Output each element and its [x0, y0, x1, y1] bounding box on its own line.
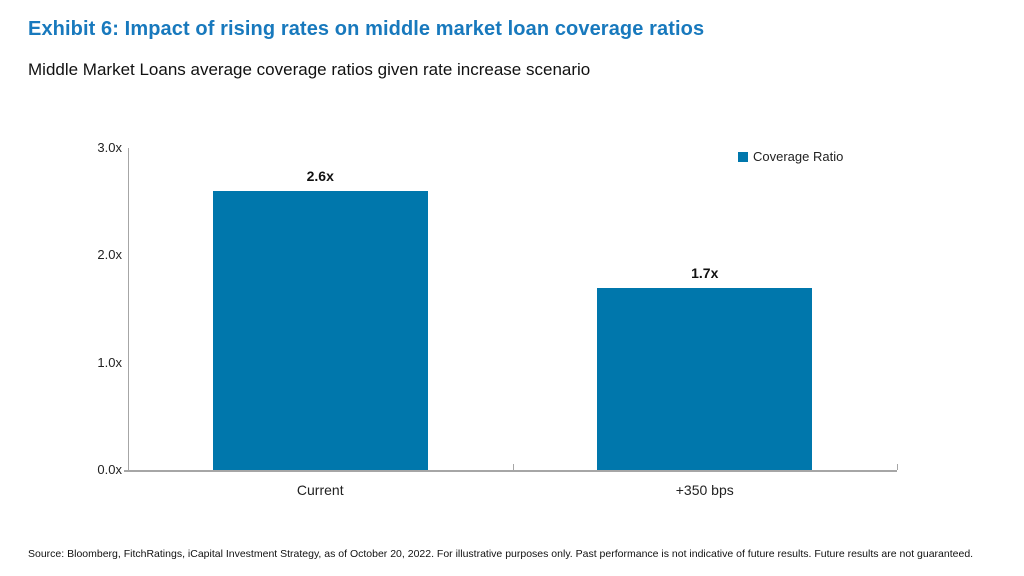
bar-current [212, 190, 428, 470]
y-axis-tick-label: 0.0x [97, 462, 122, 477]
x-axis-tick [512, 464, 514, 470]
chart-legend: Coverage Ratio [738, 149, 843, 164]
legend-swatch [738, 151, 748, 162]
bar--350-bps [597, 287, 813, 470]
legend-label: Coverage Ratio [753, 149, 844, 164]
y-axis-tick-label: 1.0x [97, 354, 122, 370]
y-axis-line [128, 148, 129, 470]
exhibit-title: Exhibit 6: Impact of rising rates on mid… [28, 18, 705, 40]
chart-subtitle: Middle Market Loans average coverage rat… [28, 60, 591, 79]
bar-value-label: 1.7x [691, 264, 719, 281]
y-axis-tick-label: 3.0x [97, 140, 122, 155]
y-axis-tick-label: 2.0x [97, 247, 122, 263]
x-axis-line [124, 470, 897, 472]
source-note: Source: Bloomberg, FitchRatings, iCapita… [28, 548, 974, 560]
x-axis-tick [897, 464, 898, 470]
bar-value-label: 2.6x [306, 167, 334, 184]
x-axis-category-label: +350 bps [675, 482, 734, 498]
x-axis-category-label: Current [296, 482, 344, 498]
